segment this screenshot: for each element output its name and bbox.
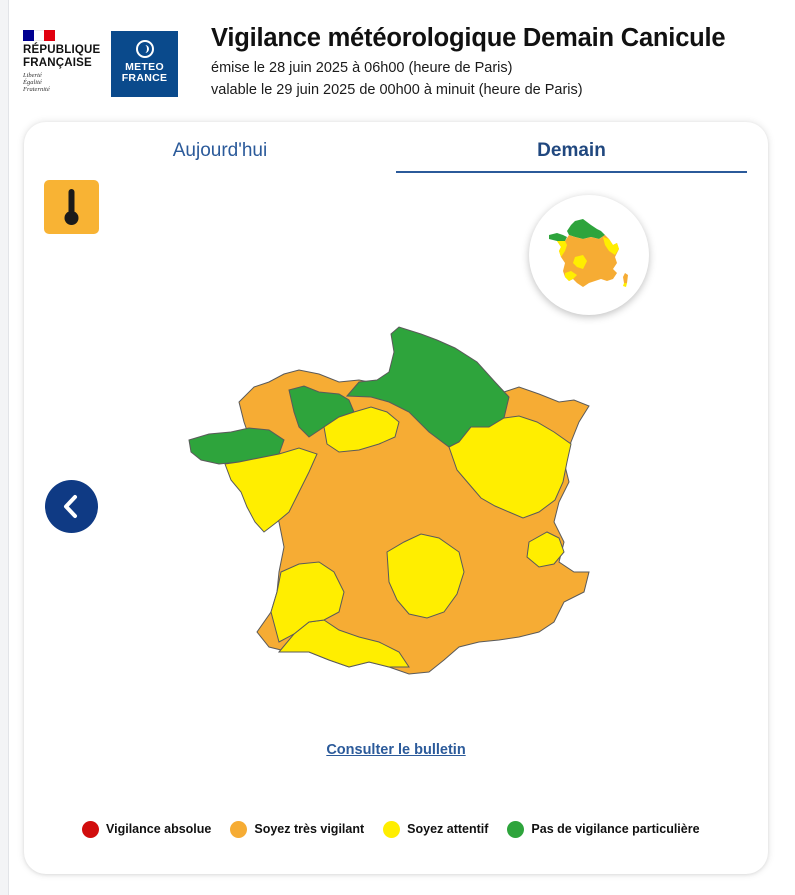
legend-item-attentif: Soyez attentif <box>383 820 489 838</box>
issued-text: émise le 28 juin 2025 à 06h00 (heure de … <box>211 60 513 76</box>
map-zone-green-north[interactable] <box>345 326 510 448</box>
rf-title-line1: RÉPUBLIQUE <box>23 44 101 56</box>
legend-item-pas-de-vigilance: Pas de vigilance particulière <box>507 820 700 838</box>
map-zone-yellow-northeast[interactable] <box>448 415 572 519</box>
legend-label: Pas de vigilance particulière <box>531 822 700 836</box>
meteo-logo-line1: METEO <box>125 61 164 73</box>
map-zone-yellow-alps[interactable] <box>526 531 565 568</box>
yellow-dot-icon <box>383 820 401 838</box>
map-zone-yellow-west[interactable] <box>224 447 318 533</box>
previous-button[interactable] <box>45 480 98 533</box>
legend-item-absolue: Vigilance absolue <box>82 820 212 838</box>
red-dot-icon <box>82 820 99 838</box>
legend-label: Soyez très vigilant <box>254 822 365 836</box>
orange-dot-icon <box>230 820 248 838</box>
meteo-france-logo[interactable]: METEO FRANCE <box>111 31 178 97</box>
meteo-logo-line2: FRANCE <box>121 72 168 84</box>
map-zone-yellow-north[interactable] <box>323 406 400 453</box>
legend-item-tres-vigilant: Soyez très vigilant <box>230 820 365 838</box>
legend: Vigilance absolue Soyez très vigilant So… <box>82 819 719 839</box>
meteo-france-mark-icon <box>135 40 154 58</box>
vigilance-card: Aujourd'hui Demain <box>24 122 768 874</box>
map-zone-yellow-aquitaine[interactable] <box>270 561 345 643</box>
tab-today[interactable]: Aujourd'hui <box>172 140 268 161</box>
bulletin-link[interactable]: Consulter le bulletin <box>326 742 466 758</box>
france-vigilance-map[interactable] <box>159 222 659 702</box>
validity-text: valable le 29 juin 2025 de 00h00 à minui… <box>211 82 583 98</box>
rf-motto: Liberté Égalité Fraternité <box>23 72 103 93</box>
chevron-left-icon <box>64 495 77 518</box>
legend-label: Vigilance absolue <box>106 822 212 836</box>
green-dot-icon <box>507 820 525 838</box>
legend-label: Soyez attentif <box>407 822 489 836</box>
day-tabs: Aujourd'hui Demain <box>44 140 747 174</box>
active-tab-indicator <box>396 171 747 173</box>
page: RÉPUBLIQUE FRANÇAISE Liberté Égalité Fra… <box>8 0 795 895</box>
republique-francaise-logo[interactable]: RÉPUBLIQUE FRANÇAISE Liberté Égalité Fra… <box>23 30 103 100</box>
overview-mini-map[interactable] <box>529 195 649 315</box>
rf-motto-liberte: Liberté <box>23 72 42 79</box>
thermometer-icon <box>64 189 79 225</box>
header: RÉPUBLIQUE FRANÇAISE Liberté Égalité Fra… <box>9 0 795 115</box>
rf-motto-fraternite: Fraternité <box>23 86 50 93</box>
page-title: Vigilance météorologique Demain Canicule <box>211 24 726 52</box>
tab-tomorrow[interactable]: Demain <box>537 140 606 161</box>
map-zone-yellow-center[interactable] <box>386 533 465 619</box>
canicule-phenomenon-button[interactable] <box>44 180 99 234</box>
french-flag-icon <box>23 30 56 41</box>
rf-title-line2: FRANÇAISE <box>23 57 92 69</box>
rf-motto-egalite: Égalité <box>23 79 42 86</box>
mini-france-map <box>549 219 628 287</box>
